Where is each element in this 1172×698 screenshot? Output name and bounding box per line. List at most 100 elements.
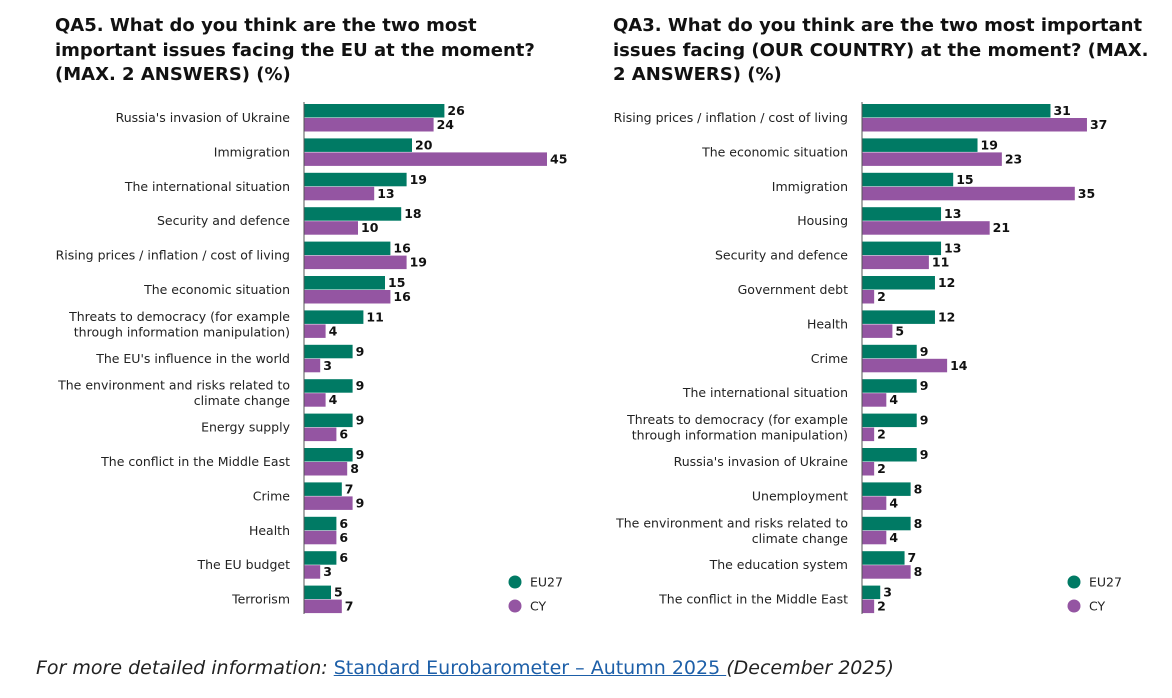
bar-cy (304, 255, 407, 270)
category-label-line: The economic situation (701, 144, 848, 159)
data-label-eu27: 16 (393, 241, 411, 256)
bar-cy (304, 565, 321, 579)
category-label-line: Security and defence (157, 213, 290, 228)
bar-cy (862, 496, 887, 510)
category-label: Health (807, 316, 848, 331)
category-label-line: Rising prices / inflation / cost of livi… (614, 110, 848, 125)
bar-eu27 (862, 241, 942, 256)
bar-cy (862, 462, 875, 476)
data-label-eu27: 7 (908, 550, 917, 565)
category-label-line: Rising prices / inflation / cost of livi… (56, 248, 290, 263)
bar-eu27 (862, 551, 905, 565)
bar-cy (304, 221, 358, 235)
category-label-line: climate change (752, 531, 849, 546)
category-label: The conflict in the Middle East (658, 592, 848, 607)
data-label-cy: 9 (356, 495, 365, 510)
category-label: The economic situation (143, 282, 290, 297)
data-label-eu27: 9 (356, 378, 365, 393)
data-label-eu27: 26 (447, 103, 465, 118)
data-label-eu27: 5 (334, 585, 343, 600)
data-label-cy: 23 (1005, 151, 1022, 166)
category-label: Threats to democracy (for example through… (626, 412, 848, 443)
bar-eu27 (304, 138, 412, 152)
eurobarometer-link[interactable]: Standard Eurobarometer – Autumn 2025 (333, 657, 727, 679)
category-label-line: Housing (797, 213, 848, 228)
bar-cy (304, 152, 547, 166)
data-label-cy: 2 (877, 461, 886, 476)
data-label-eu27: 9 (920, 378, 929, 393)
bar-cy (862, 118, 1087, 132)
category-label-line: Security and defence (715, 248, 848, 263)
data-label-eu27: 19 (410, 172, 427, 187)
category-label: Unemployment (752, 488, 848, 503)
category-label-line: The international situation (682, 385, 848, 400)
bar-eu27 (304, 344, 353, 359)
data-label-eu27: 9 (356, 344, 365, 359)
bar-chart-country-issues: Rising prices / inflation / cost of livi… (614, 102, 1122, 614)
bar-cy (862, 530, 887, 545)
bar-eu27 (304, 379, 353, 393)
bar-cy (862, 427, 875, 442)
data-label-eu27: 9 (356, 447, 365, 462)
bar-cy (304, 427, 337, 442)
data-label-eu27: 9 (920, 447, 929, 462)
data-label-cy: 13 (377, 186, 394, 201)
category-label-line: through information manipulation) (74, 324, 290, 339)
category-label: Security and defence (157, 213, 290, 228)
data-label-eu27: 8 (914, 516, 923, 531)
bar-cy (862, 152, 1002, 166)
category-label-line: Crime (811, 351, 849, 366)
category-label: Health (249, 523, 290, 538)
bar-eu27 (862, 310, 935, 324)
bar-eu27 (304, 585, 331, 600)
category-label-line: Government debt (738, 282, 848, 297)
bar-eu27 (304, 172, 407, 187)
data-label-eu27: 20 (415, 137, 433, 152)
bar-eu27 (304, 482, 342, 496)
bar-cy (862, 186, 1075, 201)
chart-title: QA3. What do you think are the two most … (613, 15, 1149, 85)
bar-cy (304, 358, 321, 373)
category-label-line: climate change (194, 393, 291, 408)
category-label: Threats to democracy (for example through… (68, 309, 290, 340)
category-label-line: Unemployment (752, 488, 848, 503)
data-label-eu27: 8 (914, 481, 923, 496)
category-label-line: Energy supply (201, 420, 291, 435)
category-label-line: Threats to democracy (for example (626, 412, 848, 427)
data-label-eu27: 7 (345, 481, 354, 496)
category-label: Government debt (738, 282, 848, 297)
category-label: Russia's invasion of Ukraine (116, 110, 291, 125)
data-label-cy: 45 (550, 151, 567, 166)
data-label-cy: 6 (339, 530, 348, 545)
bar-cy (862, 290, 875, 304)
category-label-line: The environment and risks related to (57, 378, 290, 393)
footer-prefix: For more detailed information: (36, 657, 334, 679)
data-label-eu27: 6 (339, 516, 348, 531)
category-label: Terrorism (231, 592, 290, 607)
data-label-eu27: 18 (404, 206, 421, 221)
data-label-cy: 4 (329, 323, 338, 338)
data-label-cy: 21 (993, 220, 1010, 235)
data-label-cy: 14 (950, 358, 968, 373)
data-label-cy: 2 (877, 289, 886, 304)
bar-eu27 (304, 413, 353, 428)
category-label: Crime (253, 488, 291, 503)
data-label-cy: 4 (889, 495, 898, 510)
category-label: Housing (797, 213, 848, 228)
category-label: Crime (811, 351, 849, 366)
bar-eu27 (862, 344, 917, 359)
data-label-eu27: 9 (920, 413, 929, 428)
data-label-cy: 19 (410, 255, 427, 270)
category-label-line: Health (807, 316, 848, 331)
category-label-line: The international situation (124, 179, 290, 194)
bar-eu27 (862, 276, 935, 290)
data-label-cy: 37 (1090, 117, 1107, 132)
category-label: The EU budget (196, 557, 290, 572)
bar-cy (304, 324, 326, 338)
data-label-eu27: 3 (883, 585, 892, 600)
footer-suffix: (December 2025) (726, 657, 894, 679)
category-label-line: The conflict in the Middle East (100, 454, 290, 469)
bar-cy (304, 290, 391, 304)
bar-cy (862, 599, 875, 614)
category-label: The education system (709, 557, 848, 572)
